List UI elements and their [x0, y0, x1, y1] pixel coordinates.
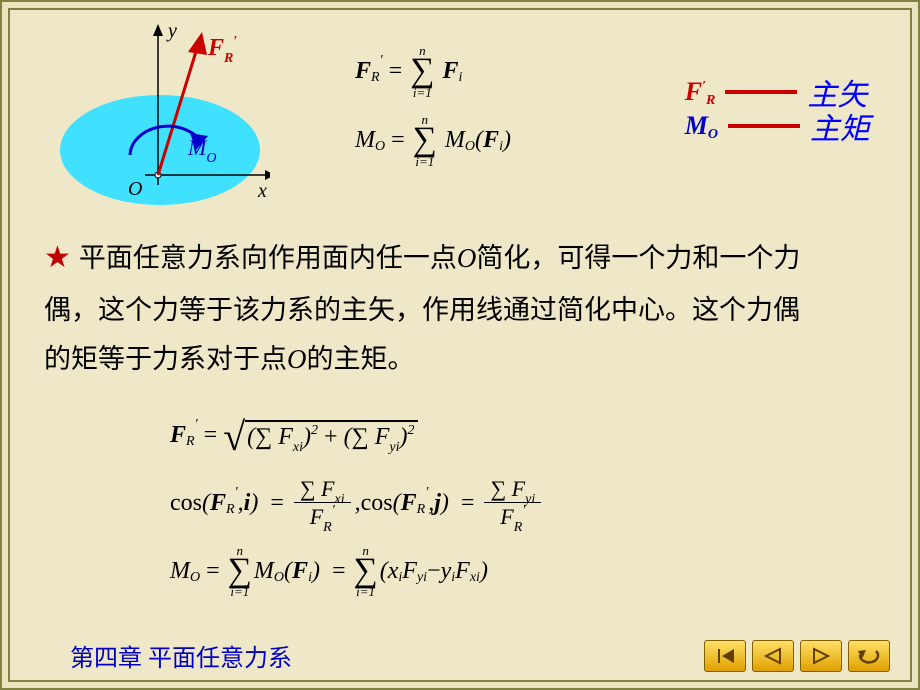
eq-moment-expansion: MO = n∑i=1 MO (Fi) = n∑i=1 (xiFyi − yiFx…: [170, 543, 545, 599]
moment-label: MO: [188, 135, 216, 161]
top-equations: FR′ = n∑i=1 Fi MO = n∑i=1 MO (Fi): [355, 30, 655, 182]
force-label: FR′: [208, 35, 237, 62]
star-icon: ★: [44, 241, 71, 274]
prev-icon: [762, 647, 784, 665]
y-axis-arrow: [153, 24, 163, 36]
x-axis-arrow: [265, 170, 270, 180]
nav-return-button[interactable]: [848, 640, 890, 672]
force-diagram: O x y FR′ MO: [40, 20, 270, 220]
legend-text-2: 主矩: [810, 104, 870, 148]
eq-fr-magnitude: FR′ = √ (∑ Fxi)2 + (∑ Fyi)2: [170, 407, 545, 463]
nav-buttons: [704, 640, 890, 672]
y-axis-label: y: [168, 20, 177, 43]
origin-label: O: [128, 178, 142, 201]
slide-inner: O x y FR′ MO FR′ = n∑i=1 Fi MO = n∑i=1: [8, 8, 912, 682]
nav-prev-button[interactable]: [752, 640, 794, 672]
chapter-title: 第四章 平面任意力系: [70, 638, 292, 673]
legend-mo: MO 主矩: [685, 109, 870, 143]
legend-bar-1: [725, 90, 797, 94]
nav-first-button[interactable]: [704, 640, 746, 672]
slide: O x y FR′ MO FR′ = n∑i=1 Fi MO = n∑i=1: [0, 0, 920, 690]
next-icon: [810, 647, 832, 665]
eq-mo-sum: MO = n∑i=1 MO (Fi): [355, 113, 655, 168]
body-ellipse: [60, 95, 260, 205]
nav-next-button[interactable]: [800, 640, 842, 672]
first-icon: [714, 647, 736, 665]
equation-block: FR′ = √ (∑ Fxi)2 + (∑ Fyi)2 cos(FR′,i) =…: [170, 395, 545, 611]
eq-fr-sum: FR′ = n∑i=1 Fi: [355, 44, 655, 99]
eq-cosines: cos(FR′,i) = ∑ Fxi FR′ , cos(FR′,j) = ∑ …: [170, 475, 545, 531]
x-axis-label: x: [258, 180, 267, 203]
footer: 第四章 平面任意力系: [10, 630, 910, 680]
body-paragraph: ★平面任意力系向作用面内任一点O简化，可得一个力和一个力 偶，这个力等于该力系的…: [44, 230, 876, 385]
legend: F′R 主矢 MO 主矩: [685, 75, 870, 143]
force-arrow: [188, 32, 207, 55]
return-icon: [856, 647, 882, 665]
legend-bar-2: [728, 124, 800, 128]
